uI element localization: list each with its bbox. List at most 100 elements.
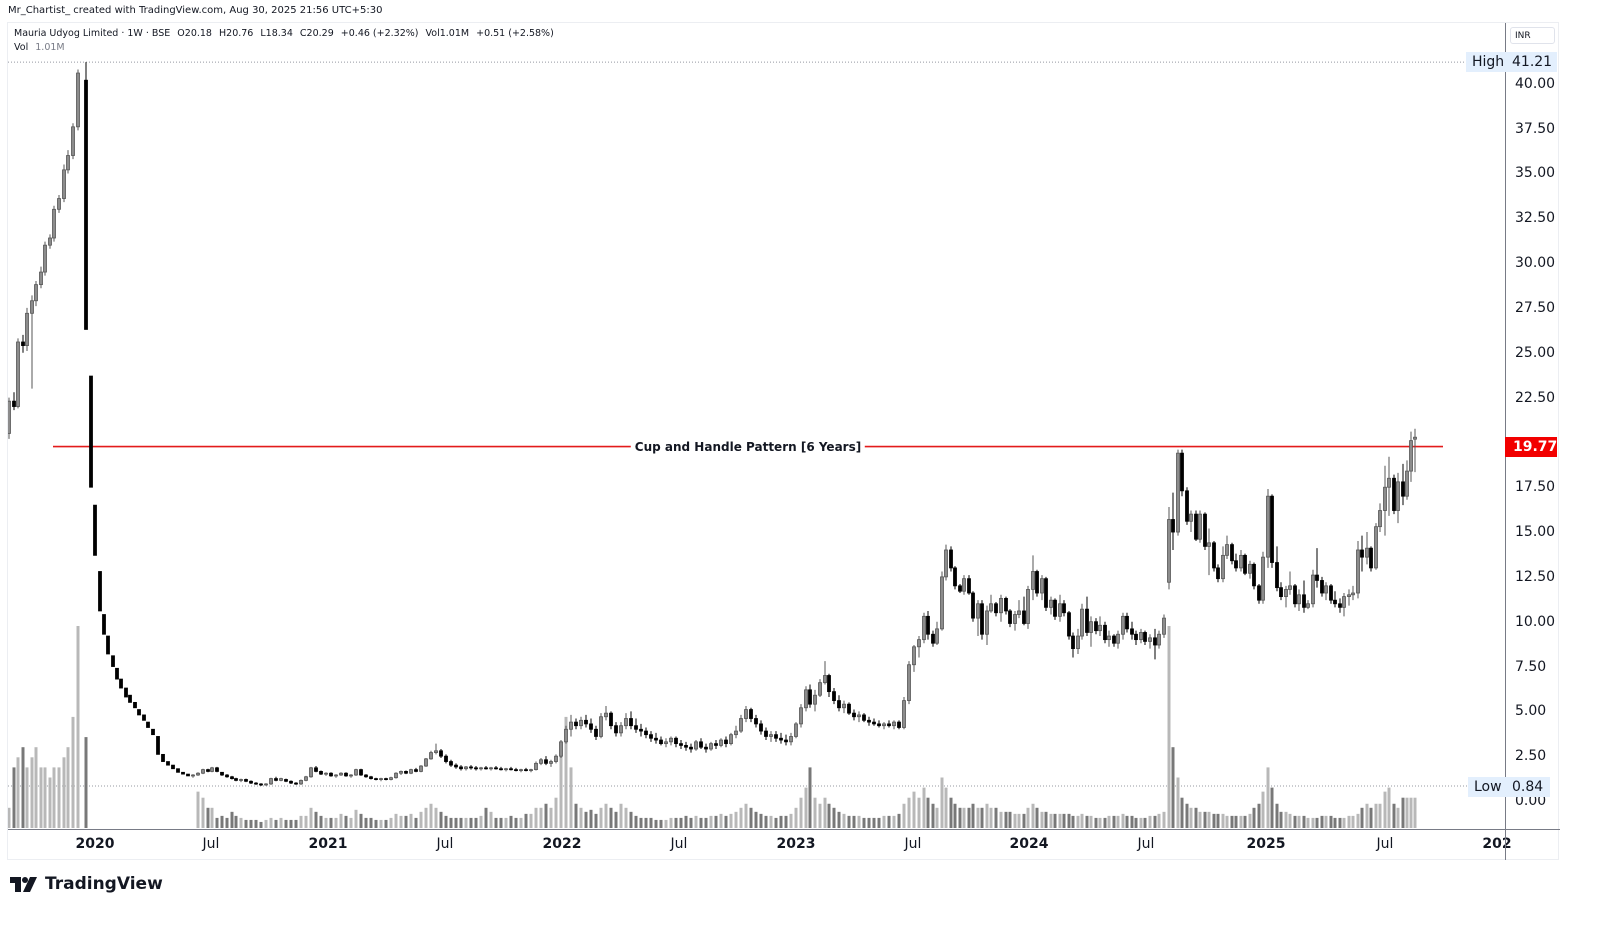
candle bbox=[1356, 541, 1360, 599]
candle bbox=[30, 295, 34, 389]
candle bbox=[1230, 542, 1234, 565]
volume-bar bbox=[25, 767, 29, 828]
candle bbox=[1234, 553, 1238, 572]
candle bbox=[574, 718, 578, 730]
volume-bar bbox=[634, 815, 638, 828]
time-tick: Jul bbox=[1137, 836, 1155, 852]
candle bbox=[1107, 630, 1111, 647]
candle bbox=[1162, 614, 1166, 638]
volume-bar bbox=[324, 817, 328, 828]
volume-bar bbox=[16, 757, 20, 828]
volume-bar bbox=[294, 819, 298, 828]
candle bbox=[1288, 571, 1292, 595]
pattern-annotation[interactable]: Cup and Handle Pattern [6 Years] bbox=[630, 440, 866, 454]
candle bbox=[1098, 616, 1102, 637]
volume-bar bbox=[21, 747, 25, 828]
volume-bar bbox=[1203, 811, 1207, 828]
volume-indicator-label[interactable]: Vol bbox=[14, 42, 29, 53]
time-tick: Jul bbox=[670, 836, 688, 852]
candle bbox=[714, 740, 718, 750]
candle bbox=[39, 266, 43, 289]
candle bbox=[1157, 630, 1161, 649]
volume-bar bbox=[1076, 815, 1080, 828]
candle bbox=[1297, 589, 1301, 611]
candle bbox=[1324, 582, 1328, 601]
candle bbox=[274, 776, 278, 782]
currency-label[interactable]: INR bbox=[1510, 27, 1555, 44]
candle bbox=[1044, 576, 1048, 611]
candle bbox=[1405, 460, 1409, 500]
volume-bar bbox=[1031, 803, 1035, 828]
candle bbox=[931, 630, 935, 647]
volume-bar bbox=[1333, 817, 1337, 828]
candle bbox=[794, 722, 798, 739]
candle bbox=[284, 778, 288, 783]
candle bbox=[57, 194, 61, 213]
candle bbox=[1067, 610, 1071, 640]
candle bbox=[654, 732, 658, 744]
candle bbox=[799, 704, 803, 728]
candle bbox=[151, 728, 155, 736]
chart-pane[interactable] bbox=[8, 23, 1505, 829]
candle bbox=[882, 722, 886, 730]
candle bbox=[119, 678, 123, 689]
volume-bar bbox=[1125, 815, 1129, 828]
candle bbox=[25, 307, 29, 351]
candle bbox=[912, 645, 916, 672]
time-axis[interactable]: 2020 Jul 2021 Jul 2022 Jul 2023 Jul 2024 Jul 2025 J… bbox=[8, 829, 1512, 860]
candle bbox=[1369, 546, 1373, 572]
legend-symbol[interactable]: Mauria Udyog Limited · 1W · BSE bbox=[14, 28, 171, 39]
volume-bar bbox=[274, 819, 278, 828]
candle bbox=[1212, 541, 1216, 572]
candle bbox=[674, 736, 678, 748]
volume-bar bbox=[649, 817, 653, 828]
price-axis[interactable]: 0.00 2.50 5.00 7.50 10.00 12.50 15.00 17.50 22.5… bbox=[1505, 23, 1560, 829]
volume-bar bbox=[1216, 813, 1220, 828]
volume-bar bbox=[1365, 803, 1369, 828]
candlestick-chart[interactable] bbox=[8, 23, 1505, 829]
volume-bar bbox=[554, 797, 558, 828]
volume-bar bbox=[1257, 803, 1261, 828]
candle bbox=[133, 701, 137, 709]
candle bbox=[769, 731, 773, 742]
volume-bar bbox=[1293, 815, 1297, 828]
time-tick: 2023 bbox=[776, 836, 816, 852]
volume-bar bbox=[669, 817, 673, 828]
volume-bar bbox=[1266, 767, 1270, 828]
volume-bar bbox=[1171, 747, 1175, 828]
candle bbox=[98, 571, 102, 612]
candle bbox=[867, 716, 871, 726]
candle bbox=[146, 721, 150, 728]
volume-bar bbox=[799, 797, 803, 828]
volume-bar bbox=[43, 767, 47, 828]
volume-bar bbox=[1329, 815, 1333, 828]
volume-bar bbox=[389, 817, 393, 828]
candle bbox=[1221, 546, 1225, 583]
volume-indicator-value: 1.01M bbox=[35, 42, 65, 53]
volume-bar bbox=[479, 815, 483, 828]
candle bbox=[684, 741, 688, 751]
candle bbox=[534, 761, 538, 771]
candle bbox=[1306, 600, 1310, 610]
candle bbox=[379, 777, 383, 782]
axis-corner bbox=[1505, 829, 1560, 860]
candle bbox=[504, 767, 508, 772]
candle bbox=[1347, 589, 1351, 606]
candle bbox=[369, 775, 373, 780]
candle bbox=[314, 766, 318, 773]
candle bbox=[1329, 584, 1333, 604]
candle bbox=[474, 766, 478, 771]
candle bbox=[599, 713, 603, 739]
volume-bar bbox=[225, 817, 229, 828]
candle bbox=[1071, 632, 1075, 658]
candle bbox=[940, 571, 944, 631]
volume-bar bbox=[823, 797, 827, 828]
candle bbox=[1284, 585, 1288, 608]
candle bbox=[967, 575, 971, 595]
volume-bar bbox=[724, 815, 728, 828]
candle bbox=[329, 772, 333, 777]
candle bbox=[76, 69, 80, 131]
volume-bar bbox=[469, 817, 473, 828]
volume-bar bbox=[1261, 791, 1265, 828]
candle bbox=[892, 720, 896, 730]
